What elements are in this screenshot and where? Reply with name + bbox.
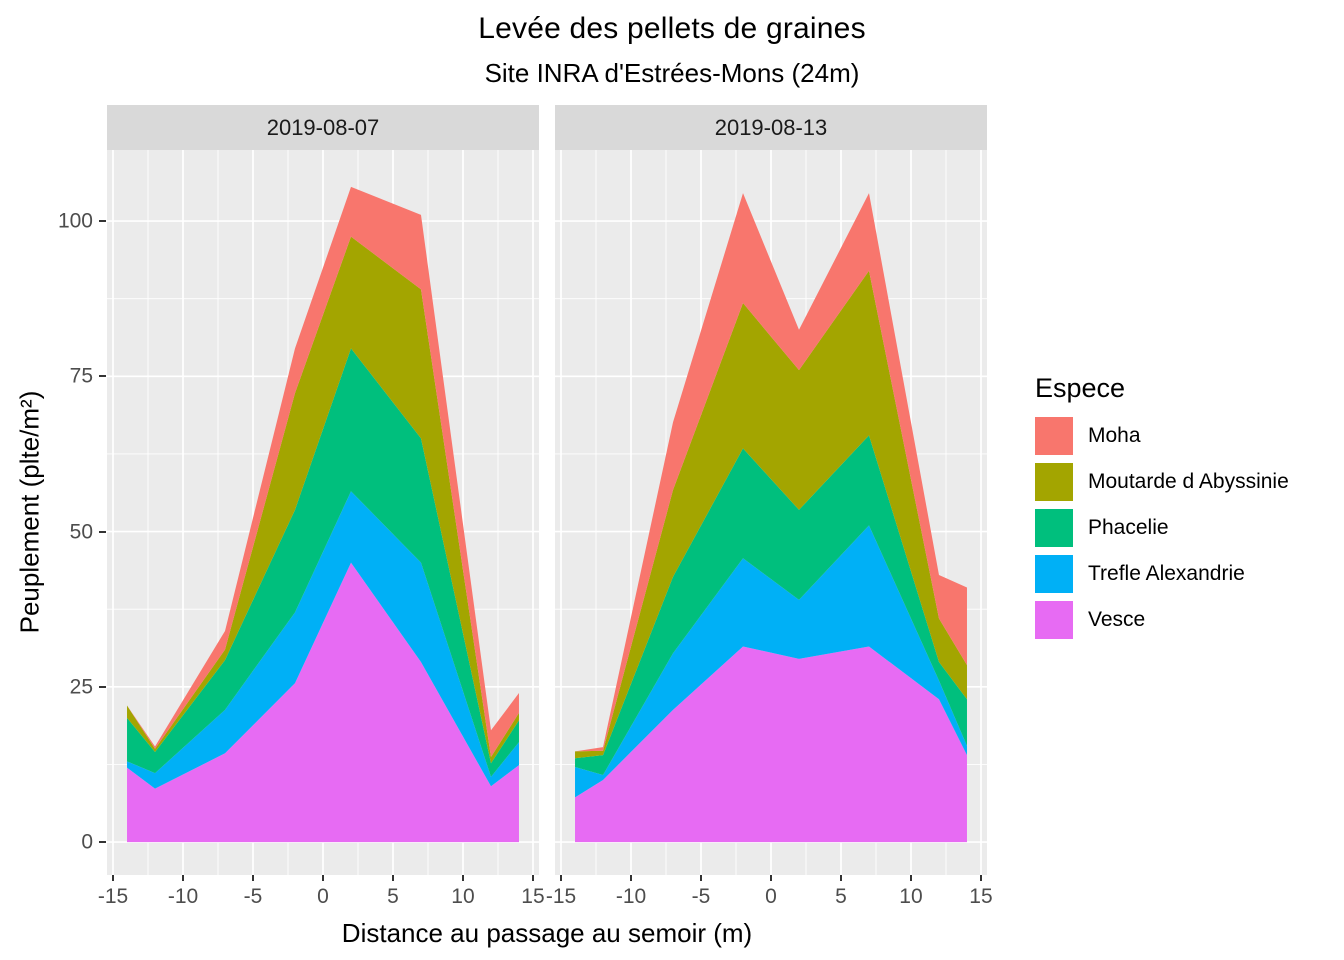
x-tick-mark: [630, 875, 632, 881]
area-moha: [127, 186, 519, 758]
area-moutarde-d-abyssinie: [127, 236, 519, 764]
x-tick-mark: [560, 875, 563, 881]
x-tick-label: 0: [317, 885, 329, 908]
legend-label: Phacelie: [1088, 516, 1169, 539]
x-tick-mark: [839, 875, 842, 881]
legend-label: Moutarde d Abyssinie: [1088, 470, 1289, 493]
area-trefle-alexandrie: [127, 491, 519, 789]
x-tick-mark: [391, 875, 394, 881]
x-tick-mark: [182, 875, 184, 881]
x-tick-mark: [700, 875, 702, 881]
legend-key-swatch: [1035, 417, 1073, 455]
x-tick-mark: [252, 875, 254, 881]
legend-label: Trefle Alexandrie: [1088, 562, 1245, 585]
x-tick-label: 10: [451, 885, 475, 908]
legend-label: Moha: [1088, 424, 1141, 447]
area-trefle-alexandrie: [575, 525, 967, 798]
y-tick-label: 75: [69, 364, 93, 388]
area-vesce: [127, 562, 519, 843]
y-tick-mark: [99, 220, 106, 223]
x-tick-label: -15: [97, 885, 129, 908]
x-tick-mark: [979, 875, 982, 881]
x-axis-title: Distance au passage au semoir (m): [341, 918, 753, 948]
legend-label: Vesce: [1088, 608, 1146, 631]
y-tick-label: 100: [57, 209, 93, 233]
y-tick-mark: [99, 841, 106, 844]
x-tick-label: 5: [835, 885, 847, 908]
x-tick-label: 15: [969, 885, 993, 908]
x-tick-label: -5: [243, 885, 263, 908]
x-tick-mark: [461, 875, 464, 881]
facet-strip-label: 2019-08-07: [266, 114, 380, 140]
legend-item-moha: Moha: [1035, 417, 1335, 455]
area-phacelie: [575, 435, 967, 776]
legend-key-swatch: [1035, 509, 1073, 547]
y-tick-label: 50: [69, 520, 93, 544]
x-tick-label: -10: [167, 885, 199, 908]
x-tick-mark: [909, 875, 912, 881]
area-vesce: [575, 646, 967, 843]
legend-item-vesce: Vesce: [1035, 601, 1335, 639]
facet-panel-2019-08-13: [555, 150, 987, 875]
area-phacelie: [127, 348, 519, 777]
legend-items: Moha Moutarde d Abyssinie Phacelie Trefle A…: [1035, 417, 1335, 639]
legend-key-swatch: [1035, 555, 1073, 593]
y-axis-title: Peuplement (plte/m²): [14, 390, 45, 634]
legend-key-swatch: [1035, 601, 1073, 639]
y-tick-mark: [99, 530, 106, 533]
x-tick-label: 15: [521, 885, 545, 908]
facet-strip-label: 2019-08-13: [714, 114, 828, 140]
x-tick-label: -15: [545, 885, 577, 908]
legend-key-swatch: [1035, 463, 1073, 501]
x-tick-label: 0: [765, 885, 777, 908]
facet-panel-2019-08-07: [107, 150, 539, 875]
y-tick-label: 0: [81, 830, 93, 854]
x-tick-label: -10: [615, 885, 647, 908]
y-tick-mark: [99, 685, 106, 688]
y-tick-mark: [99, 375, 106, 378]
area-moha: [575, 193, 967, 752]
x-tick-mark: [112, 875, 115, 881]
panel-svg: [107, 150, 539, 875]
legend-title: Espece: [1035, 373, 1126, 403]
legend-item-phacelie: Phacelie: [1035, 509, 1335, 547]
x-tick-label: 5: [387, 885, 399, 908]
plot-title: Levée des pellets de graines: [478, 12, 866, 45]
x-tick-mark: [531, 875, 534, 881]
facet-strip-2019-08-13: 2019-08-13: [555, 105, 987, 150]
x-tick-label: 10: [899, 885, 923, 908]
legend: Espece Moha Moutarde d Abyssinie Phacelie T…: [1035, 373, 1335, 647]
legend-item-moutarde-d-abyssinie: Moutarde d Abyssinie: [1035, 463, 1335, 501]
area-moutarde-d-abyssinie: [575, 270, 967, 759]
x-tick-label: -5: [691, 885, 711, 908]
facet-strip-2019-08-07: 2019-08-07: [107, 105, 539, 150]
legend-item-trefle-alexandrie: Trefle Alexandrie: [1035, 555, 1335, 593]
y-tick-label: 25: [69, 675, 93, 699]
x-tick-mark: [770, 875, 772, 881]
plot-subtitle: Site INRA d'Estrées-Mons (24m): [484, 58, 860, 88]
x-tick-mark: [322, 875, 324, 881]
panel-svg: [555, 150, 987, 875]
